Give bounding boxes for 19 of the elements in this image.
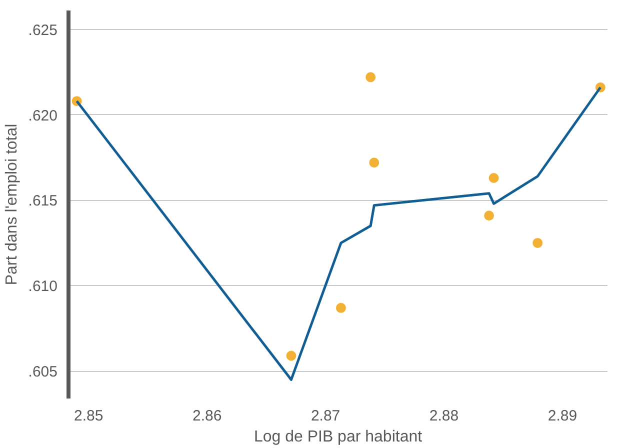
x-tick-label: 2.85 xyxy=(74,408,104,424)
x-axis-title: Log de PIB par habitant xyxy=(254,428,423,446)
y-axis-title: Part dans l'emploi total xyxy=(3,124,20,286)
point xyxy=(369,158,380,168)
point xyxy=(336,302,346,313)
x-tick-label: 2.87 xyxy=(310,408,340,424)
point xyxy=(484,210,494,221)
y-tick-label: .610 xyxy=(28,278,58,296)
y-tick-label: .615 xyxy=(28,192,58,210)
point xyxy=(286,350,296,361)
x-tick-label: 2.89 xyxy=(548,408,578,424)
x-tick-label: 2.88 xyxy=(429,408,459,424)
y-tick-label: .625 xyxy=(28,22,58,39)
y-tick-label: .620 xyxy=(28,107,58,124)
point xyxy=(488,173,499,183)
point xyxy=(532,238,543,248)
point xyxy=(366,72,376,82)
x-tick-label: 2.86 xyxy=(192,408,222,424)
y-tick-label: .605 xyxy=(28,364,58,381)
